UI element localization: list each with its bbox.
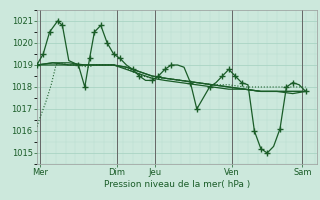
X-axis label: Pression niveau de la mer( hPa ): Pression niveau de la mer( hPa ) <box>104 180 250 189</box>
